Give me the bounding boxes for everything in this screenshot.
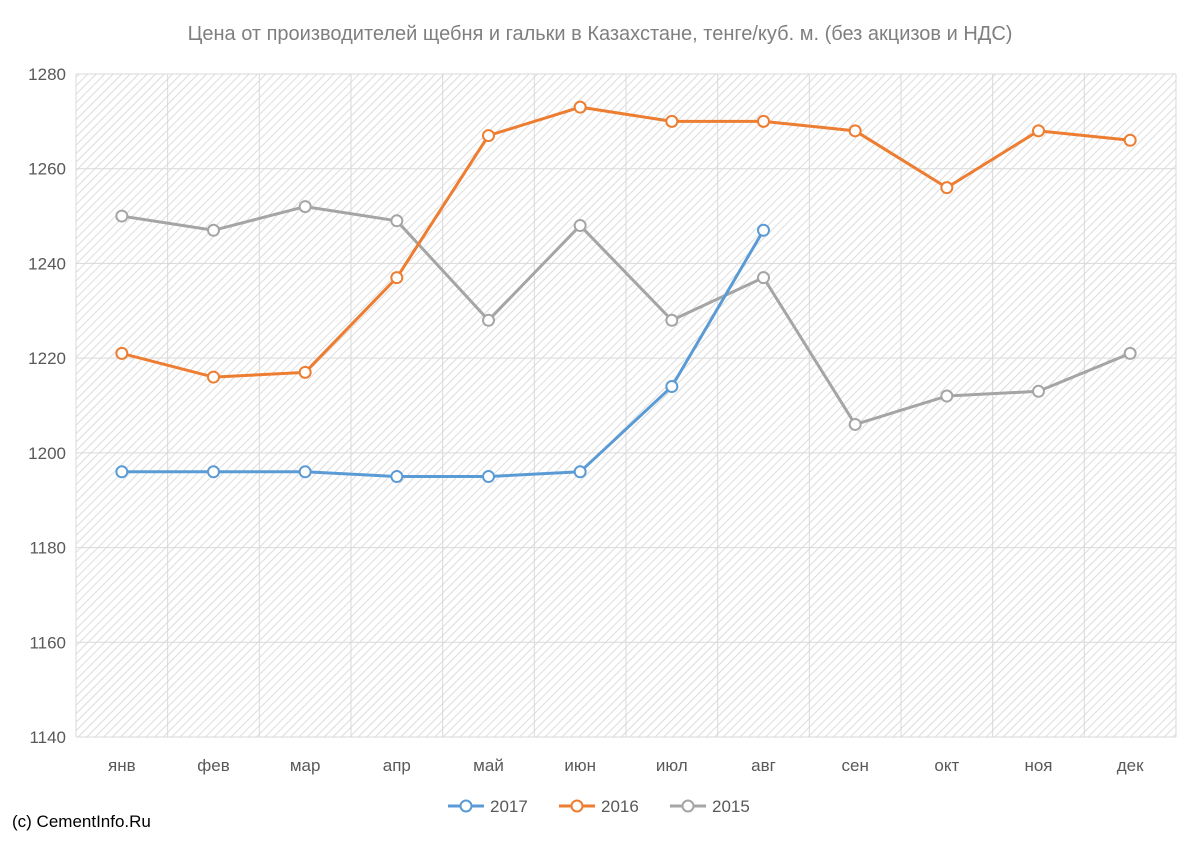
x-tick-label: янв (108, 756, 136, 775)
data-point (115, 465, 129, 479)
legend-marker (681, 799, 695, 813)
x-tick-label: дек (1117, 756, 1144, 775)
x-tick-label: авг (751, 756, 776, 775)
data-point (482, 470, 495, 484)
y-tick-label: 1280 (28, 65, 66, 84)
data-point (940, 181, 954, 195)
x-tick-label: сен (841, 756, 868, 775)
series-2017 (115, 223, 770, 484)
data-point (665, 380, 679, 394)
legend-marker (570, 799, 584, 813)
legend-item: 2017 (448, 797, 528, 816)
legend-label: 2016 (601, 797, 639, 816)
y-tick-label: 1220 (28, 349, 66, 368)
data-point (1123, 346, 1137, 360)
data-point (390, 214, 404, 228)
vertical-gridlines (75, 74, 1177, 737)
data-point (665, 313, 679, 327)
x-tick-label: апр (383, 756, 411, 775)
data-point (665, 114, 679, 128)
data-point (207, 223, 220, 237)
legend-item: 2015 (670, 797, 750, 816)
data-point (115, 346, 129, 360)
series-lines (115, 100, 1137, 484)
x-tick-label: ноя (1024, 756, 1052, 775)
legend-label: 2017 (490, 797, 528, 816)
credit-text: (c) CementInfo.Ru (12, 812, 151, 831)
data-point (573, 100, 587, 114)
data-point (1032, 124, 1045, 138)
series-2015 (115, 200, 1137, 431)
data-point (1123, 133, 1137, 147)
data-point (115, 209, 129, 223)
legend-item: 2016 (559, 797, 639, 816)
x-tick-label: май (473, 756, 504, 775)
x-axis-tick-labels: янв фев мар апр май июн июл авг сен окт ноя дек (108, 756, 1144, 775)
data-point (573, 465, 587, 479)
series-line (120, 228, 765, 479)
y-tick-label: 1240 (28, 254, 66, 273)
data-point (940, 389, 954, 403)
data-point (298, 465, 312, 479)
legend-label: 2015 (712, 797, 750, 816)
x-tick-label: мар (290, 756, 321, 775)
data-point (390, 470, 404, 484)
horizontal-gridlines (76, 73, 1176, 738)
data-point (298, 200, 312, 214)
y-tick-label: 1160 (29, 633, 66, 652)
data-point (482, 313, 495, 327)
data-point (482, 129, 495, 143)
chart-title: Цена от производителей щебня и гальки в … (188, 23, 1013, 45)
x-tick-label: окт (934, 756, 959, 775)
y-tick-label: 1260 (28, 160, 66, 179)
legend: 2017 2016 2015 (448, 797, 750, 816)
x-tick-label: июн (564, 756, 596, 775)
data-point (207, 370, 220, 384)
data-point (298, 365, 312, 379)
data-point (390, 271, 404, 285)
y-axis-tick-labels: 1140 1160 1180 1200 1220 1240 1260 1280 (28, 65, 66, 747)
series-line (120, 105, 1132, 379)
y-tick-label: 1180 (29, 539, 66, 558)
series-2016 (115, 100, 1137, 384)
data-point (573, 219, 587, 233)
data-point (1032, 384, 1045, 398)
data-point (757, 114, 770, 128)
series-line (120, 205, 1132, 426)
data-point (757, 223, 770, 237)
y-tick-label: 1140 (29, 728, 66, 747)
y-tick-label: 1200 (28, 444, 66, 463)
data-point (757, 271, 770, 285)
x-tick-label: фев (197, 756, 229, 775)
x-tick-label: июл (656, 756, 688, 775)
data-point (207, 465, 220, 479)
data-point (848, 124, 862, 138)
data-point (848, 417, 862, 431)
legend-marker (459, 799, 473, 813)
